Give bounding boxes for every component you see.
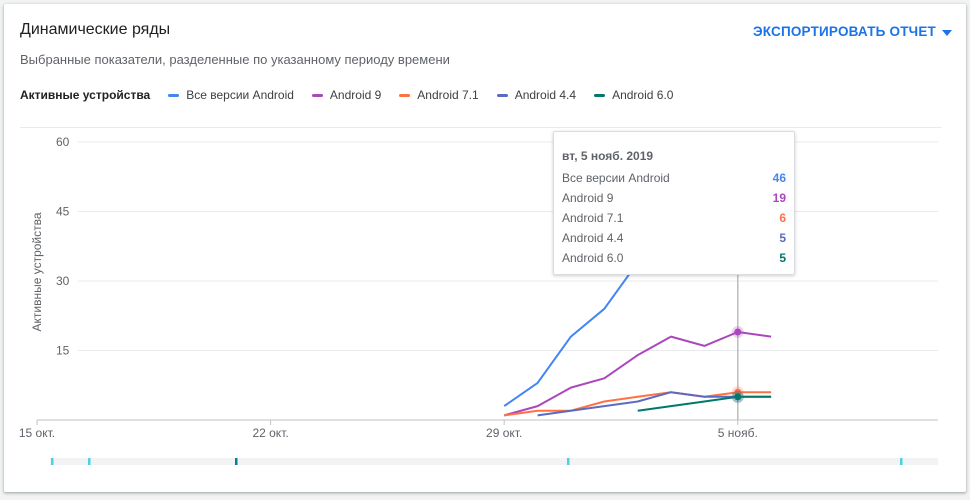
x-tick-label: 5 нояб. — [718, 426, 758, 440]
x-tick-label: 22 окт. — [252, 426, 288, 440]
series-line — [504, 391, 772, 417]
range-scrubber-track — [50, 458, 938, 465]
legend-item-android-7-1[interactable]: Android 7.1 — [399, 88, 479, 102]
range-scrubber-tick — [567, 458, 570, 465]
chart-tooltip: вт, 5 нояб. 2019 Все версии Android 46 An… — [553, 131, 795, 275]
series-line — [503, 331, 772, 417]
series-line — [637, 395, 772, 412]
export-report-label: ЭКСПОРТИРОВАТЬ ОТЧЕТ — [752, 24, 936, 39]
chevron-down-icon — [942, 29, 952, 36]
legend-swatch — [496, 93, 508, 97]
tooltip-row-label: Android 7.1 — [562, 211, 624, 225]
tooltip-row-label: Android 9 — [562, 191, 614, 205]
export-report-button[interactable]: ЭКСПОРТИРОВАТЬ ОТЧЕТ — [753, 24, 952, 39]
legend-swatch — [168, 93, 180, 97]
legend-item-android-6-0[interactable]: Android 6.0 — [594, 88, 673, 102]
card-subtitle: Выбранные показатели, разделенные по ука… — [20, 52, 450, 67]
time-series-card: Динамические ряды Выбранные показатели, … — [4, 4, 966, 492]
range-scrubber-tick — [51, 458, 54, 465]
legend-item-android-4-4[interactable]: Android 4.4 — [496, 88, 577, 102]
y-tick-label: 45 — [56, 205, 70, 219]
tooltip-row-value: 5 — [779, 251, 786, 265]
tooltip-row-label: Все версии Android — [562, 171, 670, 185]
x-tick-label: 15 окт. — [19, 426, 55, 440]
range-scrubber-tick — [900, 458, 903, 465]
tooltip-row-value: 5 — [779, 231, 786, 245]
y-tick-label: 60 — [56, 135, 70, 149]
hover-marker — [734, 393, 742, 401]
tooltip-row: Android 4.4 5 — [562, 231, 786, 251]
legend-item-label: Android 9 — [329, 88, 382, 102]
tooltip-row: Все версии Android 46 — [562, 171, 786, 191]
y-tick-label: 30 — [56, 274, 70, 288]
tooltip-row: Android 9 19 — [562, 191, 786, 211]
chart-legend: Активные устройства Все версии Android A… — [20, 88, 691, 102]
legend-item-label: Все версии Android — [186, 88, 294, 102]
tooltip-row: Android 6.0 5 — [562, 251, 786, 271]
legend-divider — [20, 127, 942, 128]
y-tick-label: 15 — [56, 344, 70, 358]
range-scrubber-tick — [88, 458, 91, 465]
legend-metric-label: Активные устройства — [20, 88, 151, 102]
tooltip-row: Android 7.1 6 — [562, 211, 786, 231]
legend-item-android-9[interactable]: Android 9 — [311, 88, 382, 102]
x-tick-label: 29 окт. — [486, 426, 522, 440]
y-axis-label: Активные устройства — [30, 212, 44, 331]
legend-item-label: Android 6.0 — [612, 88, 674, 102]
legend-item-all-versions[interactable]: Все версии Android — [168, 88, 294, 102]
tooltip-row-label: Android 4.4 — [562, 231, 624, 245]
card-title: Динамические ряды — [20, 21, 171, 38]
hover-marker — [734, 328, 742, 336]
tooltip-date: вт, 5 нояб. 2019 — [562, 149, 654, 163]
tooltip-row-value: 6 — [779, 211, 786, 225]
tooltip-row-label: Android 6.0 — [562, 251, 624, 265]
legend-item-label: Android 4.4 — [514, 88, 577, 102]
legend-swatch — [311, 93, 323, 97]
tooltip-row-value: 19 — [772, 191, 786, 205]
legend-swatch — [399, 93, 411, 97]
legend-swatch — [594, 93, 606, 97]
legend-item-label: Android 7.1 — [417, 88, 479, 102]
range-scrubber-tick — [235, 458, 238, 465]
tooltip-row-value: 46 — [772, 171, 786, 185]
